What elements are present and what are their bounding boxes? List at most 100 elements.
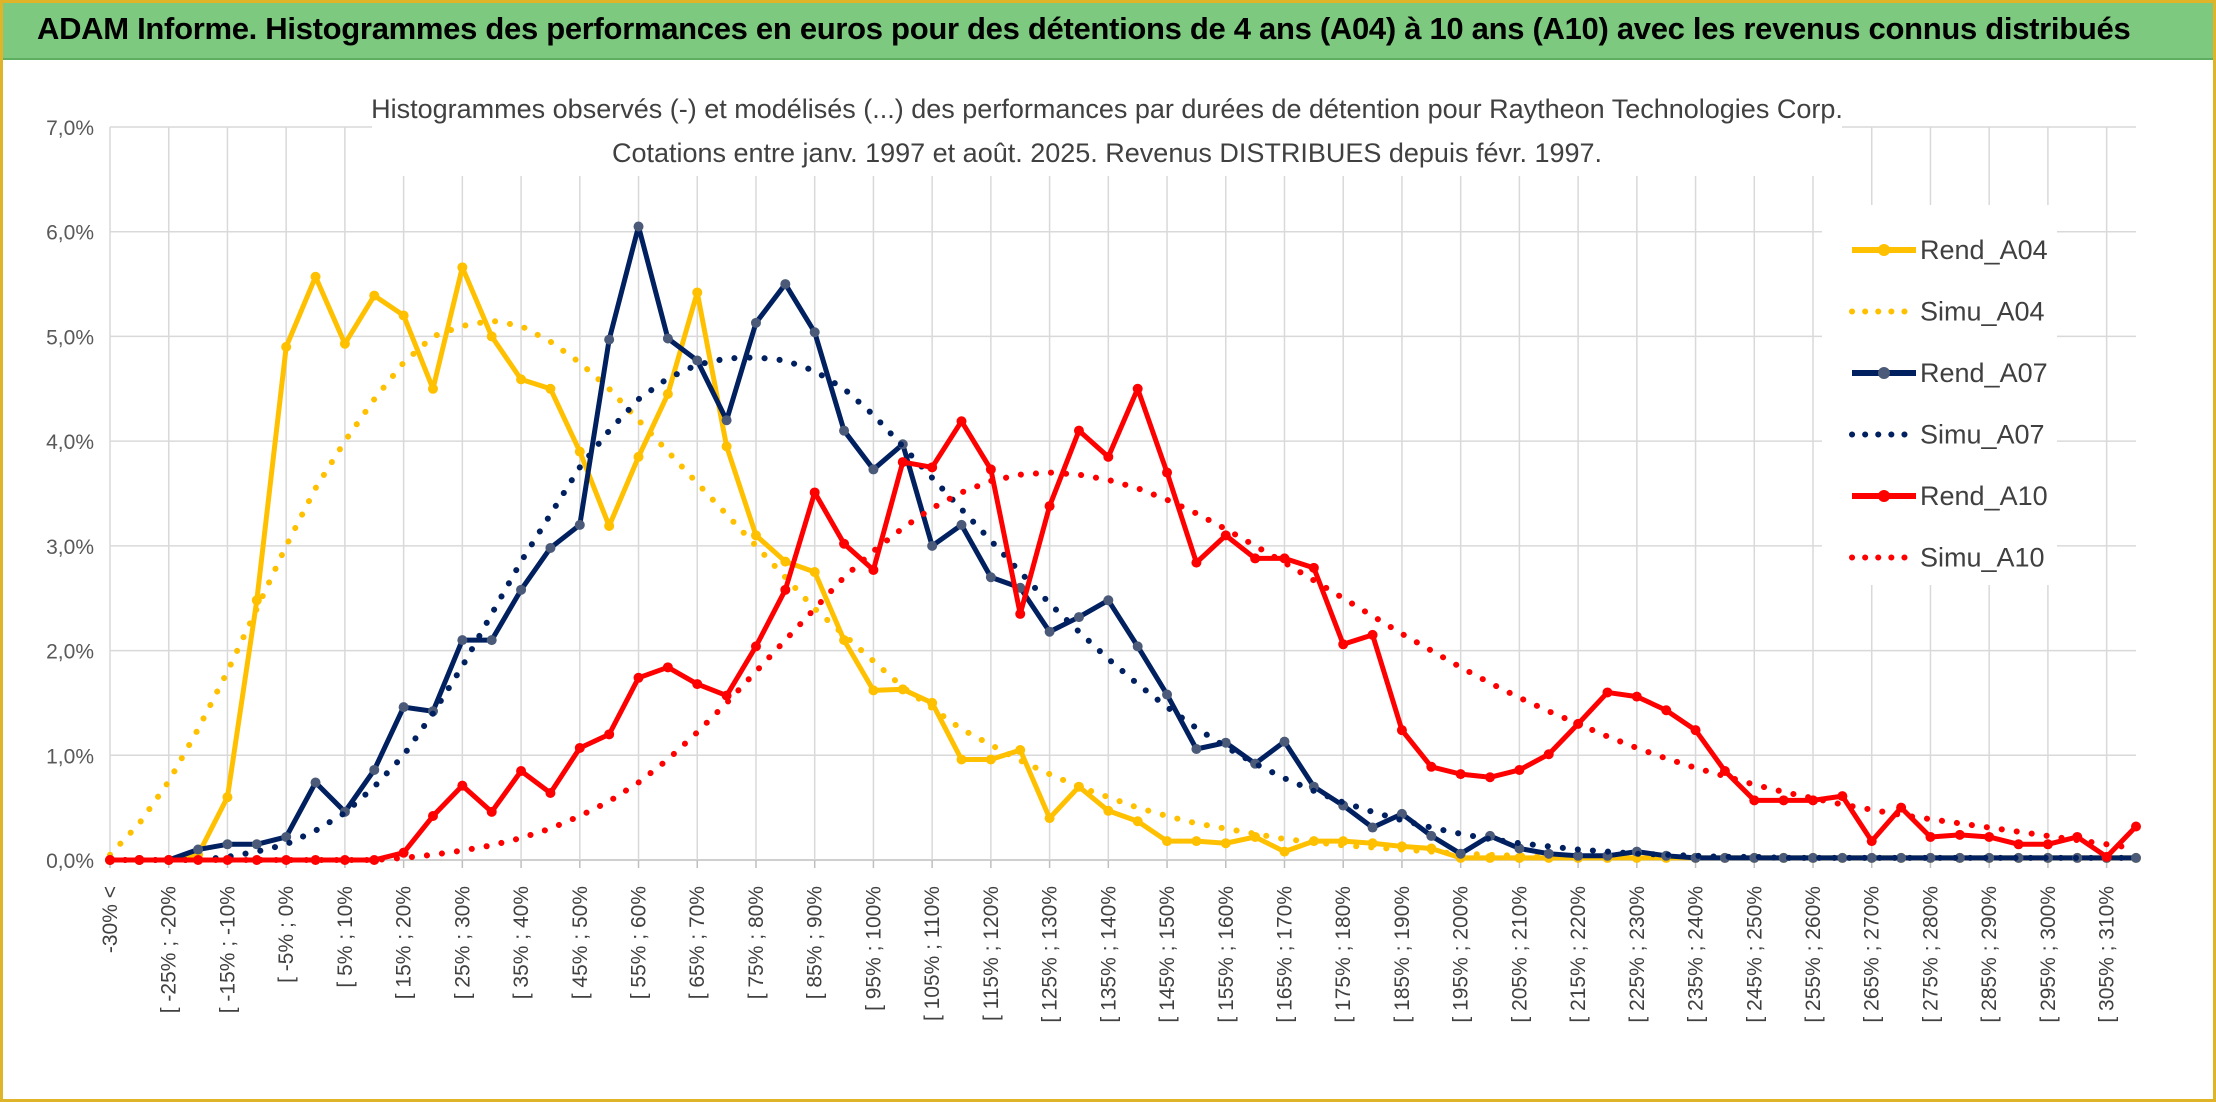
x-tick-label: [ -5% ; 0% xyxy=(275,886,298,983)
y-tick-label: 0,0% xyxy=(46,850,94,873)
y-tick-label: 1,0% xyxy=(46,745,94,768)
x-tick-label: [ 195% ; 200% xyxy=(1450,886,1473,1023)
legend-label: Simu_A07 xyxy=(1920,420,2045,450)
report-banner: ADAM Informe. Histogrammes des performan… xyxy=(3,3,2213,60)
legend-item: Rend_A10 xyxy=(1852,481,2048,511)
data-point xyxy=(427,811,438,822)
chart-title: Histogrammes observés (-) et modélisés (… xyxy=(371,94,1843,124)
series-rend-a10 xyxy=(105,383,2141,865)
y-axis: 0,0% 1,0% 2,0% 3,0% 4,0% 5,0% 6,0% 7,0% xyxy=(46,117,94,873)
data-point xyxy=(1367,629,1378,640)
data-point xyxy=(1573,850,1584,861)
data-point xyxy=(1044,626,1055,637)
data-point xyxy=(868,685,879,696)
chart-subtitle: Cotations entre janv. 1997 et août. 2025… xyxy=(612,138,1602,168)
chart-gridlines xyxy=(109,126,2136,868)
x-tick-label: [ 215% ; 220% xyxy=(1567,886,1590,1023)
data-point xyxy=(281,831,292,842)
data-point xyxy=(1103,805,1114,816)
data-point xyxy=(868,464,879,475)
data-point xyxy=(1015,745,1026,756)
data-point xyxy=(1220,530,1231,541)
data-point xyxy=(1220,838,1231,849)
data-point xyxy=(574,446,585,457)
data-point xyxy=(251,839,262,850)
data-point xyxy=(897,457,908,468)
data-point xyxy=(1778,795,1789,806)
x-tick-label: [ -25% ; -20% xyxy=(158,886,181,1013)
x-tick-label: -30% < xyxy=(99,886,122,953)
data-point xyxy=(251,595,262,606)
x-tick-label: [ 15% ; 20% xyxy=(393,886,416,999)
y-tick-label: 2,0% xyxy=(46,641,94,664)
data-point xyxy=(486,635,497,646)
data-point xyxy=(750,317,761,328)
data-point xyxy=(809,487,820,498)
x-tick-label: [ 235% ; 240% xyxy=(1685,886,1708,1023)
x-tick-label: [ 115% ; 120% xyxy=(980,886,1003,1021)
data-point xyxy=(486,806,497,817)
data-point xyxy=(1132,383,1143,394)
x-tick-label: [ 85% ; 90% xyxy=(804,886,827,999)
data-point xyxy=(427,383,438,394)
data-point xyxy=(1308,562,1319,573)
legend-label: Simu_A04 xyxy=(1920,297,2045,327)
data-point xyxy=(1162,836,1173,847)
data-point xyxy=(1866,852,1877,863)
x-tick-label: [ 165% ; 170% xyxy=(1273,886,1296,1023)
data-point xyxy=(780,584,791,595)
data-point xyxy=(369,290,380,301)
data-point xyxy=(956,754,967,765)
data-point xyxy=(310,855,321,865)
chart-title-background xyxy=(372,88,1842,176)
data-point xyxy=(1602,687,1613,698)
legend-label: Rend_A04 xyxy=(1920,235,2048,265)
data-point xyxy=(662,389,673,400)
data-point xyxy=(1162,689,1173,700)
data-point xyxy=(1073,612,1084,623)
data-point xyxy=(809,567,820,578)
data-point xyxy=(1367,822,1378,833)
x-tick-label: [ 185% ; 190% xyxy=(1391,886,1414,1023)
data-point xyxy=(1778,852,1789,863)
data-point xyxy=(1396,725,1407,736)
x-tick-label: [ 175% ; 180% xyxy=(1332,886,1355,1023)
x-tick-label: [ 95% ; 100% xyxy=(862,886,885,1011)
data-point xyxy=(339,338,350,349)
data-point xyxy=(457,635,468,646)
data-point xyxy=(1015,608,1026,619)
data-point xyxy=(809,327,820,338)
data-point xyxy=(281,855,292,865)
x-tick-label: [ 305% ; 310% xyxy=(2096,886,2119,1023)
data-point xyxy=(281,341,292,352)
legend-background xyxy=(1822,205,2057,585)
data-point xyxy=(956,416,967,427)
legend-item: Rend_A07 xyxy=(1852,358,2048,388)
data-point xyxy=(1514,764,1525,775)
data-point xyxy=(2013,839,2024,850)
data-point xyxy=(1543,848,1554,859)
series-line xyxy=(107,469,2139,863)
data-point xyxy=(985,572,996,583)
data-point xyxy=(692,355,703,366)
series-line xyxy=(110,386,2138,863)
x-tick-label: [ 35% ; 40% xyxy=(510,886,533,999)
data-point xyxy=(1191,744,1202,755)
series-line xyxy=(110,223,2136,863)
data-point xyxy=(193,844,204,855)
data-point xyxy=(1279,736,1290,747)
data-point xyxy=(1984,831,1995,842)
x-tick-label: [ 145% ; 150% xyxy=(1156,886,1179,1023)
legend-item: Simu_A07 xyxy=(1849,420,2045,450)
data-point xyxy=(1132,641,1143,652)
data-point xyxy=(1837,852,1848,863)
data-point xyxy=(750,641,761,652)
data-point xyxy=(1073,425,1084,436)
data-point xyxy=(545,787,556,798)
x-tick-label: [ 135% ; 140% xyxy=(1097,886,1120,1023)
chart-legend: Rend_A04 Simu_A04 Rend_A07 Simu_A07 Rend_A10… xyxy=(1822,205,2057,585)
data-point xyxy=(1866,836,1877,847)
x-tick-label: [ 25% ; 30% xyxy=(451,886,474,999)
data-point xyxy=(1250,553,1261,564)
